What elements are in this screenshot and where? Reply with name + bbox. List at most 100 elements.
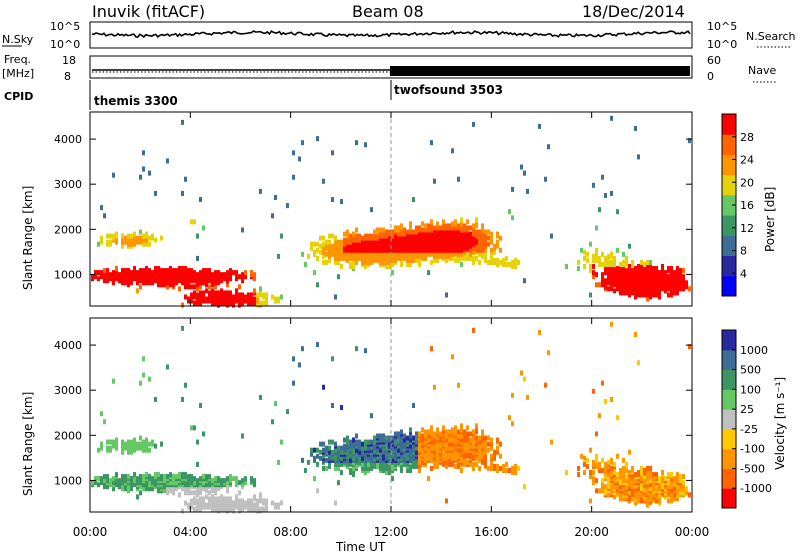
- power-cell: [256, 302, 259, 308]
- power-cell: [511, 259, 514, 265]
- velocity-cell: [328, 463, 331, 469]
- velocity-cell: [130, 476, 133, 482]
- velocity-cell: [226, 488, 229, 494]
- colorbar-tick-label: 25: [740, 403, 754, 416]
- colorbar-segment: [722, 409, 736, 430]
- velocity-cell: [253, 502, 256, 508]
- power-cell: [595, 225, 598, 231]
- nsearch-tick-high: 10^5: [707, 20, 737, 33]
- velocity-cell: [136, 441, 139, 447]
- nsearch-label: N.Search: [746, 30, 796, 43]
- power-cell: [607, 261, 610, 267]
- velocity-cell: [490, 437, 493, 443]
- velocity-cell: [376, 433, 379, 439]
- velocity-cell: [601, 380, 604, 386]
- station-title: Inuvik (fitACF): [92, 2, 205, 21]
- power-cell: [124, 235, 127, 241]
- power-cell: [373, 229, 376, 235]
- power-cell: [313, 249, 316, 255]
- power-cell: [607, 274, 610, 280]
- velocity-cell: [190, 504, 193, 510]
- power-cell: [595, 272, 598, 278]
- velocity-cell: [544, 382, 547, 388]
- velocity-cell: [646, 470, 649, 476]
- velocity-cell: [427, 429, 430, 435]
- velocity-cell: [418, 431, 421, 437]
- velocity-cell: [649, 470, 652, 476]
- velocity-cell: [373, 435, 376, 441]
- power-cell: [190, 268, 193, 274]
- power-cell: [604, 284, 607, 290]
- velocity-cell: [193, 425, 196, 431]
- power-cell: [190, 284, 193, 290]
- velocity-cell: [139, 380, 142, 386]
- velocity-cell: [583, 461, 586, 467]
- power-cell: [211, 288, 214, 294]
- power-cell: [352, 235, 355, 241]
- velocity-cell: [604, 465, 607, 471]
- velocity-cell: [310, 447, 313, 453]
- velocity-cell: [382, 437, 385, 443]
- power-cell: [643, 261, 646, 267]
- x-tick-label: 00:00: [73, 525, 108, 539]
- power-cell: [451, 221, 454, 227]
- velocity-cell: [223, 478, 226, 484]
- velocity-cell: [112, 439, 115, 445]
- velocity-cell: [322, 384, 325, 390]
- power-y-axis: 1000 2000 3000 4000: [54, 133, 692, 281]
- power-cell: [199, 270, 202, 276]
- power-cell: [658, 270, 661, 276]
- velocity-cell: [475, 427, 478, 433]
- power-cell: [445, 223, 448, 229]
- power-cell: [109, 233, 112, 239]
- power-cell: [190, 298, 193, 304]
- velocity-cell: [271, 500, 274, 506]
- velocity-cell: [463, 433, 466, 439]
- velocity-cell: [322, 453, 325, 459]
- velocity-cell: [361, 465, 364, 471]
- power-cell: [454, 219, 457, 225]
- power-cell: [364, 264, 367, 270]
- power-cell: [130, 270, 133, 276]
- velocity-cell: [319, 455, 322, 461]
- velocity-cell: [415, 463, 418, 469]
- velocity-cell: [358, 443, 361, 449]
- power-cell: [628, 290, 631, 296]
- velocity-cell: [337, 445, 340, 451]
- velocity-cell: [208, 496, 211, 502]
- power-cell: [178, 286, 181, 292]
- power-cell: [592, 264, 595, 270]
- power-cell: [127, 233, 130, 239]
- power-cell: [436, 257, 439, 263]
- power-cell: [475, 229, 478, 235]
- velocity-cell: [313, 455, 316, 461]
- power-cell: [583, 264, 586, 270]
- velocity-cell: [142, 447, 145, 453]
- colorbar-tick-label: 500: [740, 364, 761, 377]
- power-cell: [112, 233, 115, 239]
- velocity-cell: [304, 467, 307, 473]
- power-cell: [358, 233, 361, 239]
- velocity-cell: [166, 490, 169, 496]
- power-ylabel: Slant Range [km]: [21, 186, 35, 290]
- velocity-cell: [487, 435, 490, 441]
- power-cell: [478, 229, 481, 235]
- velocity-cell: [94, 480, 97, 486]
- velocity-cell: [670, 482, 673, 488]
- freq-tick-high: 18: [62, 54, 76, 67]
- power-cell: [160, 235, 163, 241]
- velocity-cell: [145, 437, 148, 443]
- power-cell: [154, 237, 157, 243]
- velocity-cell: [355, 433, 358, 439]
- velocity-cell: [121, 474, 124, 480]
- velocity-cell: [388, 435, 391, 441]
- colorbar-tick-label: 1000: [740, 344, 768, 357]
- velocity-cell: [601, 467, 604, 473]
- power-cell: [199, 197, 202, 203]
- power-cell: [607, 253, 610, 259]
- power-cell: [145, 231, 148, 237]
- power-cell: [502, 261, 505, 267]
- velocity-cell: [358, 439, 361, 445]
- velocity-cell: [484, 453, 487, 459]
- nave-label: Nave: [748, 64, 776, 77]
